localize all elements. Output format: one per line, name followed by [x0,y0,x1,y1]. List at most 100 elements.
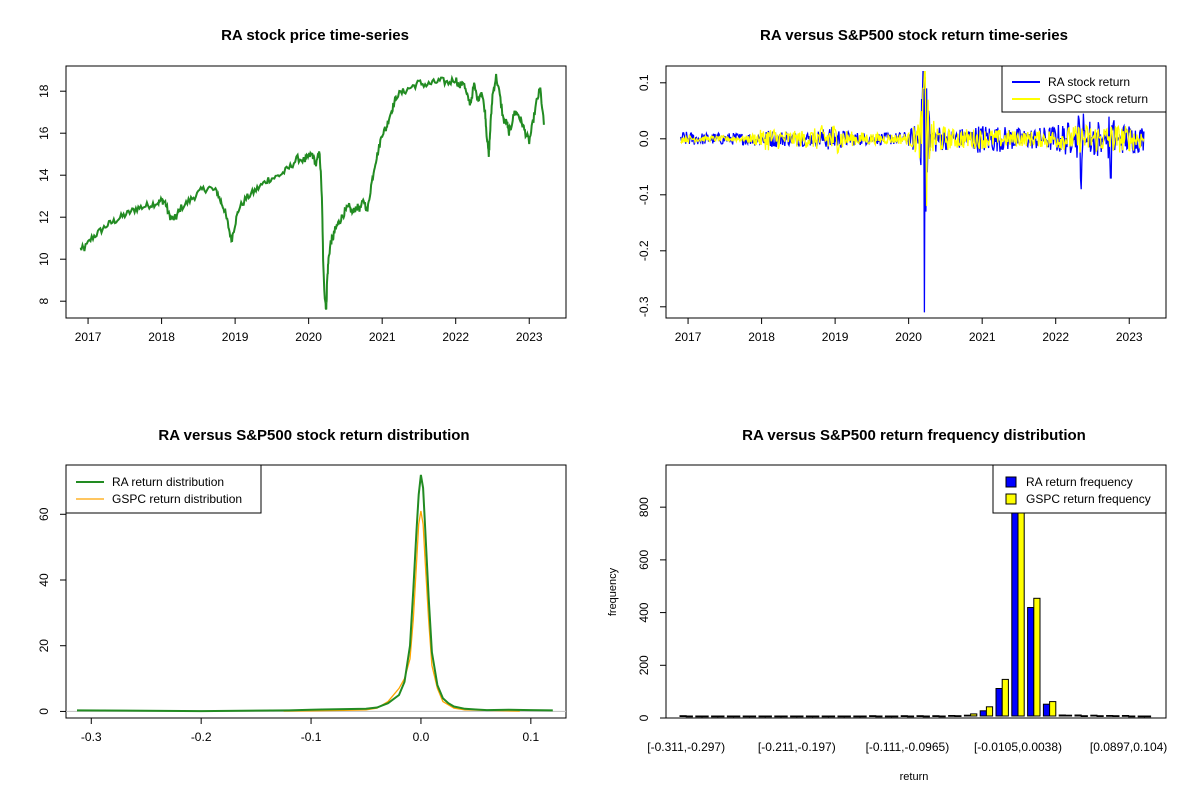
return-density-title: RA versus S&P500 stock return distributi… [158,427,469,444]
frequency-ytick-label: 800 [637,497,651,517]
frequency-legend-label-1: GSPC return frequency [1026,492,1151,506]
ra-freq-bar [932,715,940,718]
gspc-freq-bar [859,715,867,718]
gspc-freq-bar [938,715,946,718]
return-ts-plot-frame [665,65,1167,319]
frequency-xtick-label: [-0.311,-0.297) [647,740,725,754]
gspc-freq-bar [970,713,978,717]
ra-freq-bar [695,715,703,718]
price-xtick-label: 2021 [369,330,396,344]
gspc-freq-bar [748,715,757,718]
gspc-freq-bar [701,715,709,718]
price-ytick-label: 16 [37,126,51,140]
return-ts-xtick-label: 2019 [822,330,849,344]
ra-freq-bar [679,715,687,718]
gspc-freq-bar [733,715,741,718]
ra-freq-bar [837,715,845,718]
frequency-ytick-label: 200 [637,655,651,675]
frequency-legend-swatch-1 [1005,493,1017,505]
price-ytick-label: 12 [37,210,51,224]
ra-freq-bar [821,715,829,718]
price-chart-panel: RA stock price time-series 2017 2018 2019 2… [37,27,567,344]
price-xtick-label: 2017 [75,330,102,344]
ra-freq-bar [758,715,766,718]
gspc-freq-bar [985,706,994,717]
gspc-freq-bar [1128,715,1136,718]
density-ytick-label: 40 [37,573,51,587]
price-xtick-label: 2019 [222,330,249,344]
gspc-freq-bar [1017,488,1025,717]
ra-freq-bar [979,710,987,717]
ra-freq-bar [805,715,814,718]
return-ts-legend-box [1001,65,1167,113]
ra-freq-bar [1074,714,1082,717]
ra-freq-bar [963,714,972,717]
gspc-return-line [680,70,1145,207]
density-xtick-label: 0.0 [413,730,430,744]
frequency-ylabel: frequency [607,567,619,616]
return-timeseries-panel: RA versus S&P500 stock return time-serie… [637,27,1167,344]
gspc-freq-bar [1064,714,1073,717]
frequency-legend-box [992,464,1167,514]
gspc-freq-bar [843,715,851,718]
frequency-xtick-label: [0.0897,0.104) [1090,740,1167,754]
density-legend-label-1: GSPC return distribution [112,492,242,506]
gspc-freq-bar [875,715,883,718]
gspc-freq-bar [764,715,772,718]
density-legend-label-0: RA return distribution [112,475,224,489]
density-plot-frame [65,464,567,719]
return-ts-xtick-label: 2021 [969,330,996,344]
density-legend: RA return distribution GSPC return distri… [65,464,262,514]
density-xtick-label: -0.1 [301,730,322,744]
density-ytick-label: 0 [37,708,51,715]
return-ts-ytick-label: 0.0 [637,130,651,147]
price-ytick-label: 18 [37,84,51,98]
gspc-freq-bar [922,715,930,718]
return-ts-xtick-label: 2020 [895,330,922,344]
frequency-ytick-label: 400 [637,602,651,622]
ra-freq-bar [726,715,735,718]
ra-freq-bar [995,688,1003,717]
ra-freq-bar [1027,607,1035,717]
ra-freq-bar [1106,715,1114,717]
gspc-freq-bar [954,715,962,718]
density-xtick-label: -0.3 [81,730,102,744]
return-ts-xtick-label: 2017 [675,330,702,344]
gspc-freq-bar [796,715,804,718]
return-ts-ytick-label: 0.1 [637,74,651,91]
ra-freq-bar [1058,714,1066,717]
return-ts-xtick-label: 2023 [1116,330,1143,344]
frequency-xtick-label: [-0.211,-0.197) [758,740,836,754]
price-ytick-label: 8 [37,298,51,305]
density-xtick-label: 0.1 [522,730,539,744]
return-ts-ytick-label: -0.3 [637,296,651,317]
return-ts-legend: RA stock return GSPC stock return [1001,65,1167,113]
ra-freq-bar [790,715,798,718]
return-density-panel: RA versus S&P500 stock return distributi… [37,427,567,744]
frequency-ytick-label: 600 [637,550,651,570]
gspc-freq-bar [891,715,899,718]
gspc-freq-bar [1112,715,1120,718]
return-ts-ytick-label: -0.2 [637,240,651,261]
gspc-freq-bar [780,715,788,718]
gspc-freq-bar [1049,701,1057,717]
gspc-freq-bar [1080,715,1088,718]
ra-freq-bar [1090,714,1098,717]
gspc-freq-bar [1096,715,1104,718]
frequency-legend: RA return frequency GSPC return frequency [992,464,1167,514]
gspc-freq-bar [1143,715,1152,718]
frequency-legend-swatch-0 [1005,476,1017,488]
ra-freq-bar [774,715,782,718]
price-ytick-label: 14 [37,168,51,182]
return-ts-xtick-label: 2022 [1042,330,1069,344]
ra-freq-bar [869,715,877,718]
density-legend-box [65,464,262,514]
density-xtick-label: -0.2 [191,730,212,744]
ra-freq-bar [948,715,956,717]
price-xtick-label: 2018 [148,330,175,344]
ra-freq-bar [742,715,750,718]
frequency-xtick-label: [-0.111,-0.0965) [866,740,950,754]
return-timeseries-title: RA versus S&P500 stock return time-serie… [760,27,1068,44]
ra-freq-bar [1137,715,1145,718]
gspc-freq-bar [1001,678,1009,717]
